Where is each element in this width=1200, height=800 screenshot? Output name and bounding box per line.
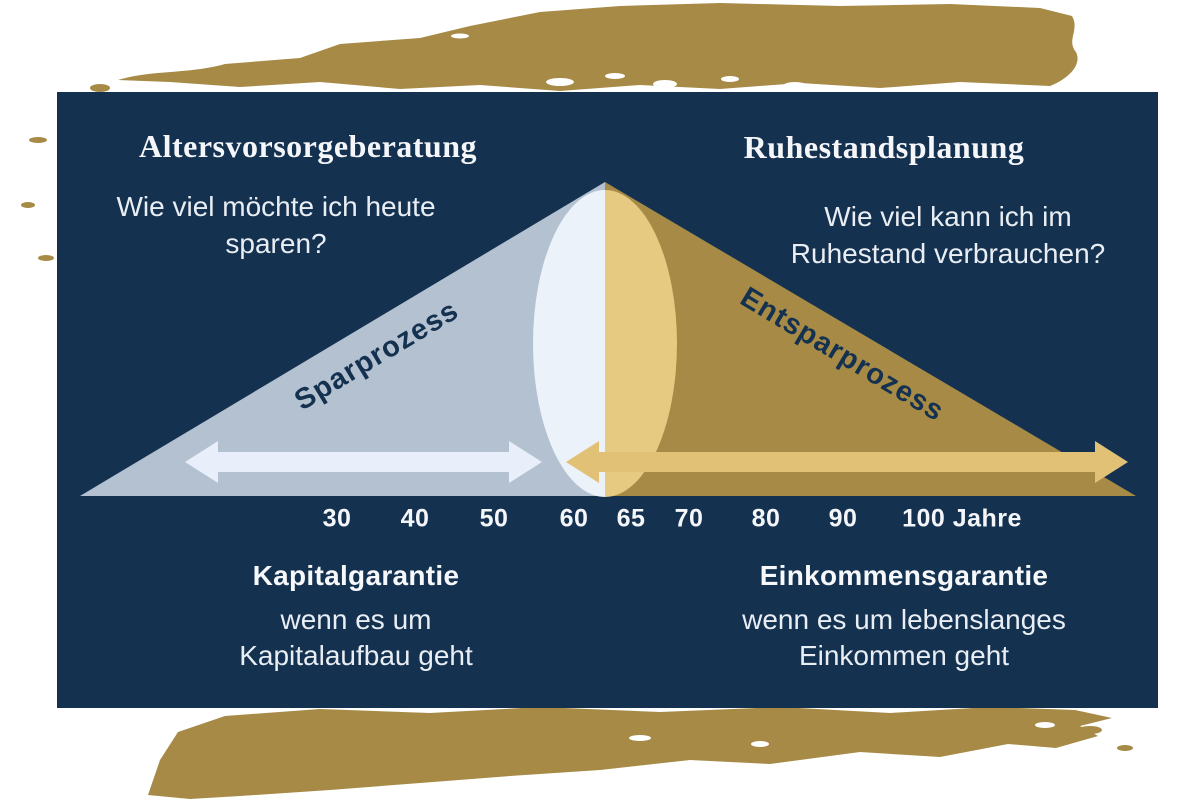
left-section-title: Altersvorsorgeberatung [138,128,478,164]
timeline-tick-30: 30 [322,504,352,533]
brush-speckles [21,84,1133,751]
timeline-tick-70: 70 [674,504,704,533]
timeline-tick-65: 65 [616,504,646,533]
dissaving-triangle [605,182,1136,496]
left-subtitle-line-1: Wie viel möchte ich heute [116,191,436,222]
right-guarantee-line-1: wenn es um lebenslanges [742,604,1066,635]
right-section-title: Ruhestandsplanung [743,129,1025,165]
right-section-subtitle: Wie viel kann ich im Ruhestand verbrauch… [791,198,1105,272]
right-subtitle-line-1: Wie viel kann ich im [824,201,1072,232]
timeline-tick-80: 80 [751,504,781,533]
transition-ellipse-left-half [533,190,605,497]
dissaving-phase-arrow [566,441,1128,483]
left-guarantee-text: wenn es um Kapitalaufbau geht [239,602,473,674]
brush-stroke-bottom [148,707,1112,799]
saving-triangle [80,182,605,496]
timeline-tick-60: 60 [559,504,589,533]
right-guarantee-title: Einkommensgarantie [759,560,1049,591]
right-subtitle-line-2: Ruhestand verbrauchen? [790,238,1106,269]
left-guarantee-line-2: Kapitalaufbau geht [239,640,473,671]
timeline-tick-40: 40 [400,504,430,533]
left-subtitle-line-2: sparen? [225,228,327,259]
left-section-subtitle: Wie viel möchte ich heute sparen? [116,188,435,262]
left-guarantee-line-1: wenn es um [280,604,432,635]
right-guarantee-text: wenn es um lebenslanges Einkommen geht [742,602,1066,674]
timeline-tick-90: 90 [828,504,858,533]
left-guarantee-title: Kapitalgarantie [252,560,460,591]
right-guarantee-line-2: Einkommen geht [798,640,1010,671]
saving-phase-arrow [185,441,542,483]
transition-ellipse-right-half [605,190,677,497]
timeline-tick-100-jahre: 100 Jahre [902,504,1022,533]
brush-stroke-top [118,3,1078,91]
timeline-tick-50: 50 [479,504,509,533]
brush-texture-holes [451,33,1055,747]
